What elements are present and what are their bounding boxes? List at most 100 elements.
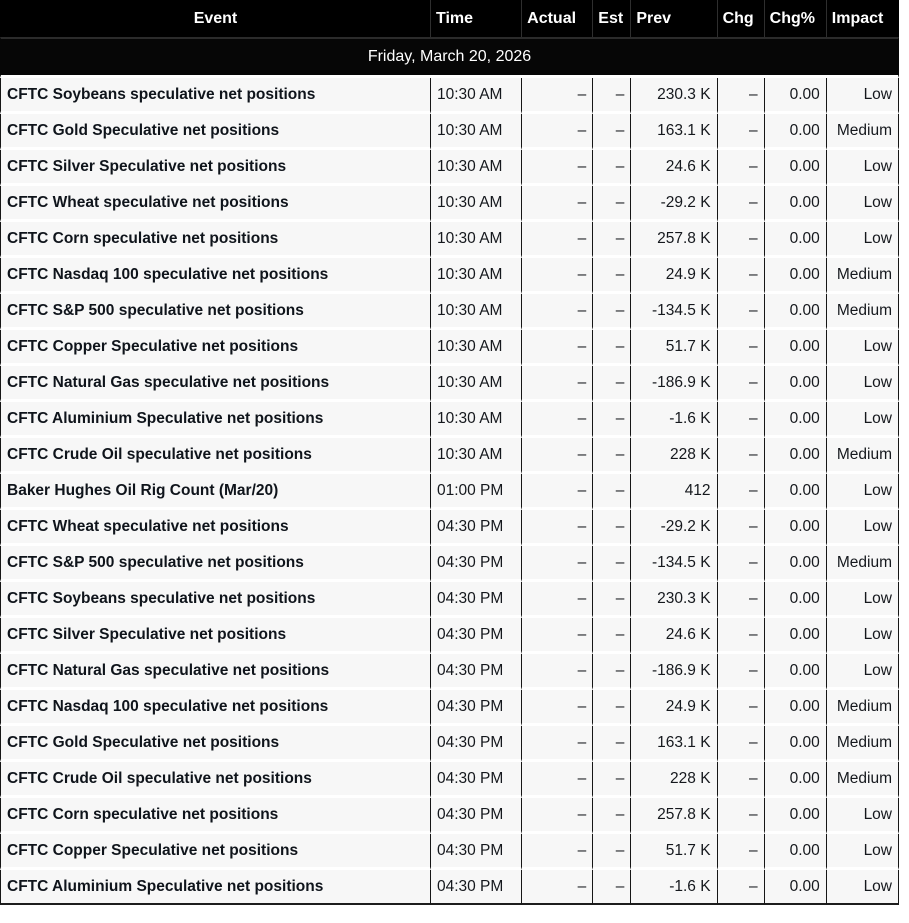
- chg-cell: –: [717, 798, 765, 834]
- chgpct-cell: 0.00: [764, 582, 827, 618]
- time-cell: 04:30 PM: [430, 726, 523, 762]
- time-cell: 01:00 PM: [430, 474, 523, 510]
- calendar-body: CFTC Soybeans speculative net positions …: [0, 78, 899, 905]
- column-header-est: Est: [593, 0, 632, 37]
- est-cell: –: [593, 798, 632, 834]
- prev-cell: -1.6 K: [631, 870, 718, 905]
- est-cell: –: [593, 474, 632, 510]
- actual-cell: –: [522, 726, 594, 762]
- event-row[interactable]: CFTC Corn speculative net positions 10:3…: [0, 222, 899, 258]
- actual-cell: –: [522, 618, 594, 654]
- event-row[interactable]: CFTC Corn speculative net positions 04:3…: [0, 798, 899, 834]
- chgpct-cell: 0.00: [764, 762, 827, 798]
- event-cell: CFTC Nasdaq 100 speculative net position…: [0, 690, 431, 726]
- event-row[interactable]: CFTC Crude Oil speculative net positions…: [0, 438, 899, 474]
- time-cell: 04:30 PM: [430, 690, 523, 726]
- actual-cell: –: [522, 366, 594, 402]
- chgpct-cell: 0.00: [764, 654, 827, 690]
- chgpct-cell: 0.00: [764, 258, 827, 294]
- event-cell: CFTC Silver Speculative net positions: [0, 150, 431, 186]
- chgpct-cell: 0.00: [764, 510, 827, 546]
- chg-cell: –: [717, 186, 765, 222]
- actual-cell: –: [522, 438, 594, 474]
- event-cell: CFTC Corn speculative net positions: [0, 798, 431, 834]
- event-row[interactable]: CFTC Aluminium Speculative net positions…: [0, 870, 899, 905]
- actual-cell: –: [522, 186, 594, 222]
- event-row[interactable]: CFTC Aluminium Speculative net positions…: [0, 402, 899, 438]
- column-header-chgpct: Chg%: [764, 0, 827, 37]
- event-row[interactable]: CFTC S&P 500 speculative net positions 0…: [0, 546, 899, 582]
- event-row[interactable]: CFTC Soybeans speculative net positions …: [0, 582, 899, 618]
- event-row[interactable]: CFTC Copper Speculative net positions 04…: [0, 834, 899, 870]
- column-header-prev: Prev: [631, 0, 718, 37]
- prev-cell: 412: [631, 474, 718, 510]
- impact-cell: Low: [826, 150, 899, 186]
- prev-cell: -186.9 K: [631, 654, 718, 690]
- chg-cell: –: [717, 222, 765, 258]
- actual-cell: –: [522, 546, 594, 582]
- column-header-event: Event: [0, 0, 431, 37]
- chg-cell: –: [717, 870, 765, 905]
- actual-cell: –: [522, 402, 594, 438]
- event-row[interactable]: CFTC Wheat speculative net positions 04:…: [0, 510, 899, 546]
- event-row[interactable]: CFTC Nasdaq 100 speculative net position…: [0, 258, 899, 294]
- chgpct-cell: 0.00: [764, 546, 827, 582]
- prev-cell: 51.7 K: [631, 834, 718, 870]
- actual-cell: –: [522, 78, 594, 114]
- est-cell: –: [593, 690, 632, 726]
- event-cell: CFTC Soybeans speculative net positions: [0, 582, 431, 618]
- chg-cell: –: [717, 438, 765, 474]
- prev-cell: -134.5 K: [631, 546, 718, 582]
- chg-cell: –: [717, 258, 765, 294]
- prev-cell: 228 K: [631, 438, 718, 474]
- impact-cell: Medium: [826, 114, 899, 150]
- actual-cell: –: [522, 870, 594, 905]
- chg-cell: –: [717, 654, 765, 690]
- time-cell: 10:30 AM: [430, 402, 523, 438]
- time-cell: 04:30 PM: [430, 834, 523, 870]
- prev-cell: -29.2 K: [631, 510, 718, 546]
- chg-cell: –: [717, 726, 765, 762]
- chgpct-cell: 0.00: [764, 834, 827, 870]
- column-header-chg: Chg: [717, 0, 765, 37]
- event-row[interactable]: CFTC Copper Speculative net positions 10…: [0, 330, 899, 366]
- est-cell: –: [593, 510, 632, 546]
- impact-cell: Medium: [826, 762, 899, 798]
- prev-cell: -186.9 K: [631, 366, 718, 402]
- event-cell: CFTC Crude Oil speculative net positions: [0, 762, 431, 798]
- time-cell: 10:30 AM: [430, 294, 523, 330]
- event-row[interactable]: CFTC S&P 500 speculative net positions 1…: [0, 294, 899, 330]
- chg-cell: –: [717, 618, 765, 654]
- time-cell: 10:30 AM: [430, 366, 523, 402]
- time-cell: 10:30 AM: [430, 258, 523, 294]
- time-cell: 10:30 AM: [430, 438, 523, 474]
- actual-cell: –: [522, 510, 594, 546]
- est-cell: –: [593, 726, 632, 762]
- event-row[interactable]: CFTC Silver Speculative net positions 10…: [0, 150, 899, 186]
- event-row[interactable]: CFTC Wheat speculative net positions 10:…: [0, 186, 899, 222]
- impact-cell: Low: [826, 834, 899, 870]
- prev-cell: 24.6 K: [631, 150, 718, 186]
- event-cell: CFTC Crude Oil speculative net positions: [0, 438, 431, 474]
- impact-cell: Medium: [826, 438, 899, 474]
- event-row[interactable]: CFTC Natural Gas speculative net positio…: [0, 654, 899, 690]
- event-row[interactable]: CFTC Soybeans speculative net positions …: [0, 78, 899, 114]
- chgpct-cell: 0.00: [764, 690, 827, 726]
- event-row[interactable]: CFTC Natural Gas speculative net positio…: [0, 366, 899, 402]
- event-row[interactable]: CFTC Silver Speculative net positions 04…: [0, 618, 899, 654]
- event-row[interactable]: Baker Hughes Oil Rig Count (Mar/20) 01:0…: [0, 474, 899, 510]
- event-row[interactable]: CFTC Crude Oil speculative net positions…: [0, 762, 899, 798]
- event-cell: CFTC Wheat speculative net positions: [0, 186, 431, 222]
- event-row[interactable]: CFTC Gold Speculative net positions 04:3…: [0, 726, 899, 762]
- chgpct-cell: 0.00: [764, 474, 827, 510]
- chg-cell: –: [717, 690, 765, 726]
- event-cell: CFTC Copper Speculative net positions: [0, 330, 431, 366]
- event-row[interactable]: CFTC Nasdaq 100 speculative net position…: [0, 690, 899, 726]
- chgpct-cell: 0.00: [764, 366, 827, 402]
- chg-cell: –: [717, 510, 765, 546]
- prev-cell: 51.7 K: [631, 330, 718, 366]
- event-row[interactable]: CFTC Gold Speculative net positions 10:3…: [0, 114, 899, 150]
- est-cell: –: [593, 870, 632, 905]
- prev-cell: -134.5 K: [631, 294, 718, 330]
- event-cell: CFTC Nasdaq 100 speculative net position…: [0, 258, 431, 294]
